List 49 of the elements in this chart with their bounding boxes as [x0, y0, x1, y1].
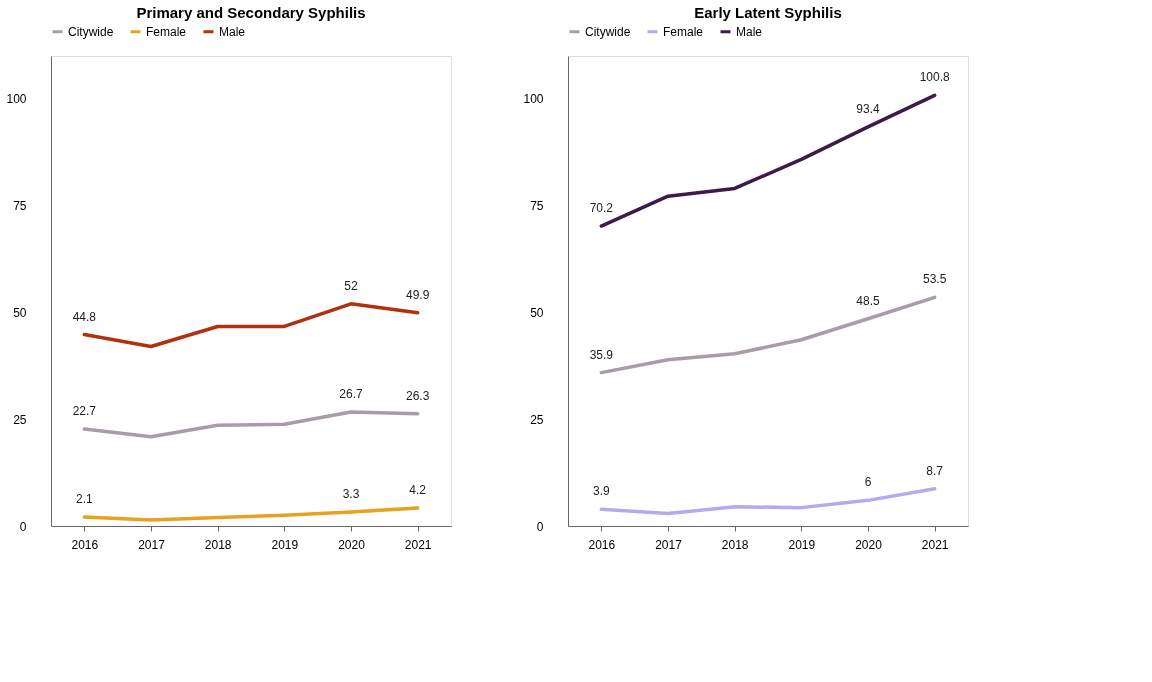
- data-label: 6: [864, 475, 872, 490]
- x-tick-label: 2017: [655, 537, 683, 552]
- data-label: 26.7: [339, 386, 363, 401]
- data-label: 8.7: [926, 463, 944, 478]
- data-label: 22.7: [72, 404, 97, 419]
- data-label: 52: [344, 278, 358, 293]
- x-tick-label: 2019: [788, 537, 816, 552]
- y-tick-label: 0: [19, 519, 27, 534]
- y-tick-label: 0: [536, 519, 544, 534]
- data-label: 48.5: [856, 293, 880, 308]
- x-tick-label: 2018: [204, 537, 232, 552]
- legend-label: Citywide: [68, 24, 114, 39]
- legend-label: Male: [736, 24, 763, 39]
- data-label: 35.9: [589, 347, 614, 362]
- data-label: 4.2: [409, 483, 427, 498]
- x-tick-label: 2021: [404, 537, 432, 552]
- legend-label: Citywide: [585, 24, 631, 39]
- data-label: 93.4: [856, 101, 880, 116]
- line-series: [82, 506, 420, 522]
- x-tick-label: 2019: [271, 537, 299, 552]
- chart-title: Primary and Secondary Syphilis: [136, 4, 366, 21]
- data-label: 49.9: [405, 287, 430, 302]
- legend-label: Female: [146, 24, 187, 39]
- legend-label: Female: [663, 24, 704, 39]
- legend-label: Male: [219, 24, 246, 39]
- y-tick-label: 100: [523, 92, 544, 107]
- data-label: 100.8: [919, 70, 951, 85]
- data-label: 70.2: [589, 201, 614, 216]
- y-tick-label: 50: [13, 305, 27, 320]
- y-tick-label: 25: [13, 412, 27, 427]
- x-tick-label: 2020: [338, 537, 366, 552]
- x-tick-label: 2020: [855, 537, 883, 552]
- y-tick-label: 25: [530, 412, 544, 427]
- data-label: 44.8: [72, 309, 97, 324]
- data-label: 3.3: [342, 486, 360, 501]
- y-tick-label: 75: [530, 199, 544, 214]
- x-tick-label: 2016: [71, 537, 99, 552]
- data-label: 2.1: [75, 492, 93, 507]
- y-tick-label: 50: [530, 305, 544, 320]
- x-tick-label: 2016: [588, 537, 616, 552]
- x-tick-label: 2018: [721, 537, 749, 552]
- x-tick-label: 2017: [138, 537, 166, 552]
- x-tick-label: 2021: [921, 537, 949, 552]
- data-label: 26.3: [405, 388, 430, 403]
- chart-title: Early Latent Syphilis: [694, 4, 842, 21]
- y-tick-label: 75: [13, 199, 27, 214]
- data-label: 53.5: [922, 272, 947, 287]
- data-label: 3.9: [592, 484, 610, 499]
- y-tick-label: 100: [6, 92, 27, 107]
